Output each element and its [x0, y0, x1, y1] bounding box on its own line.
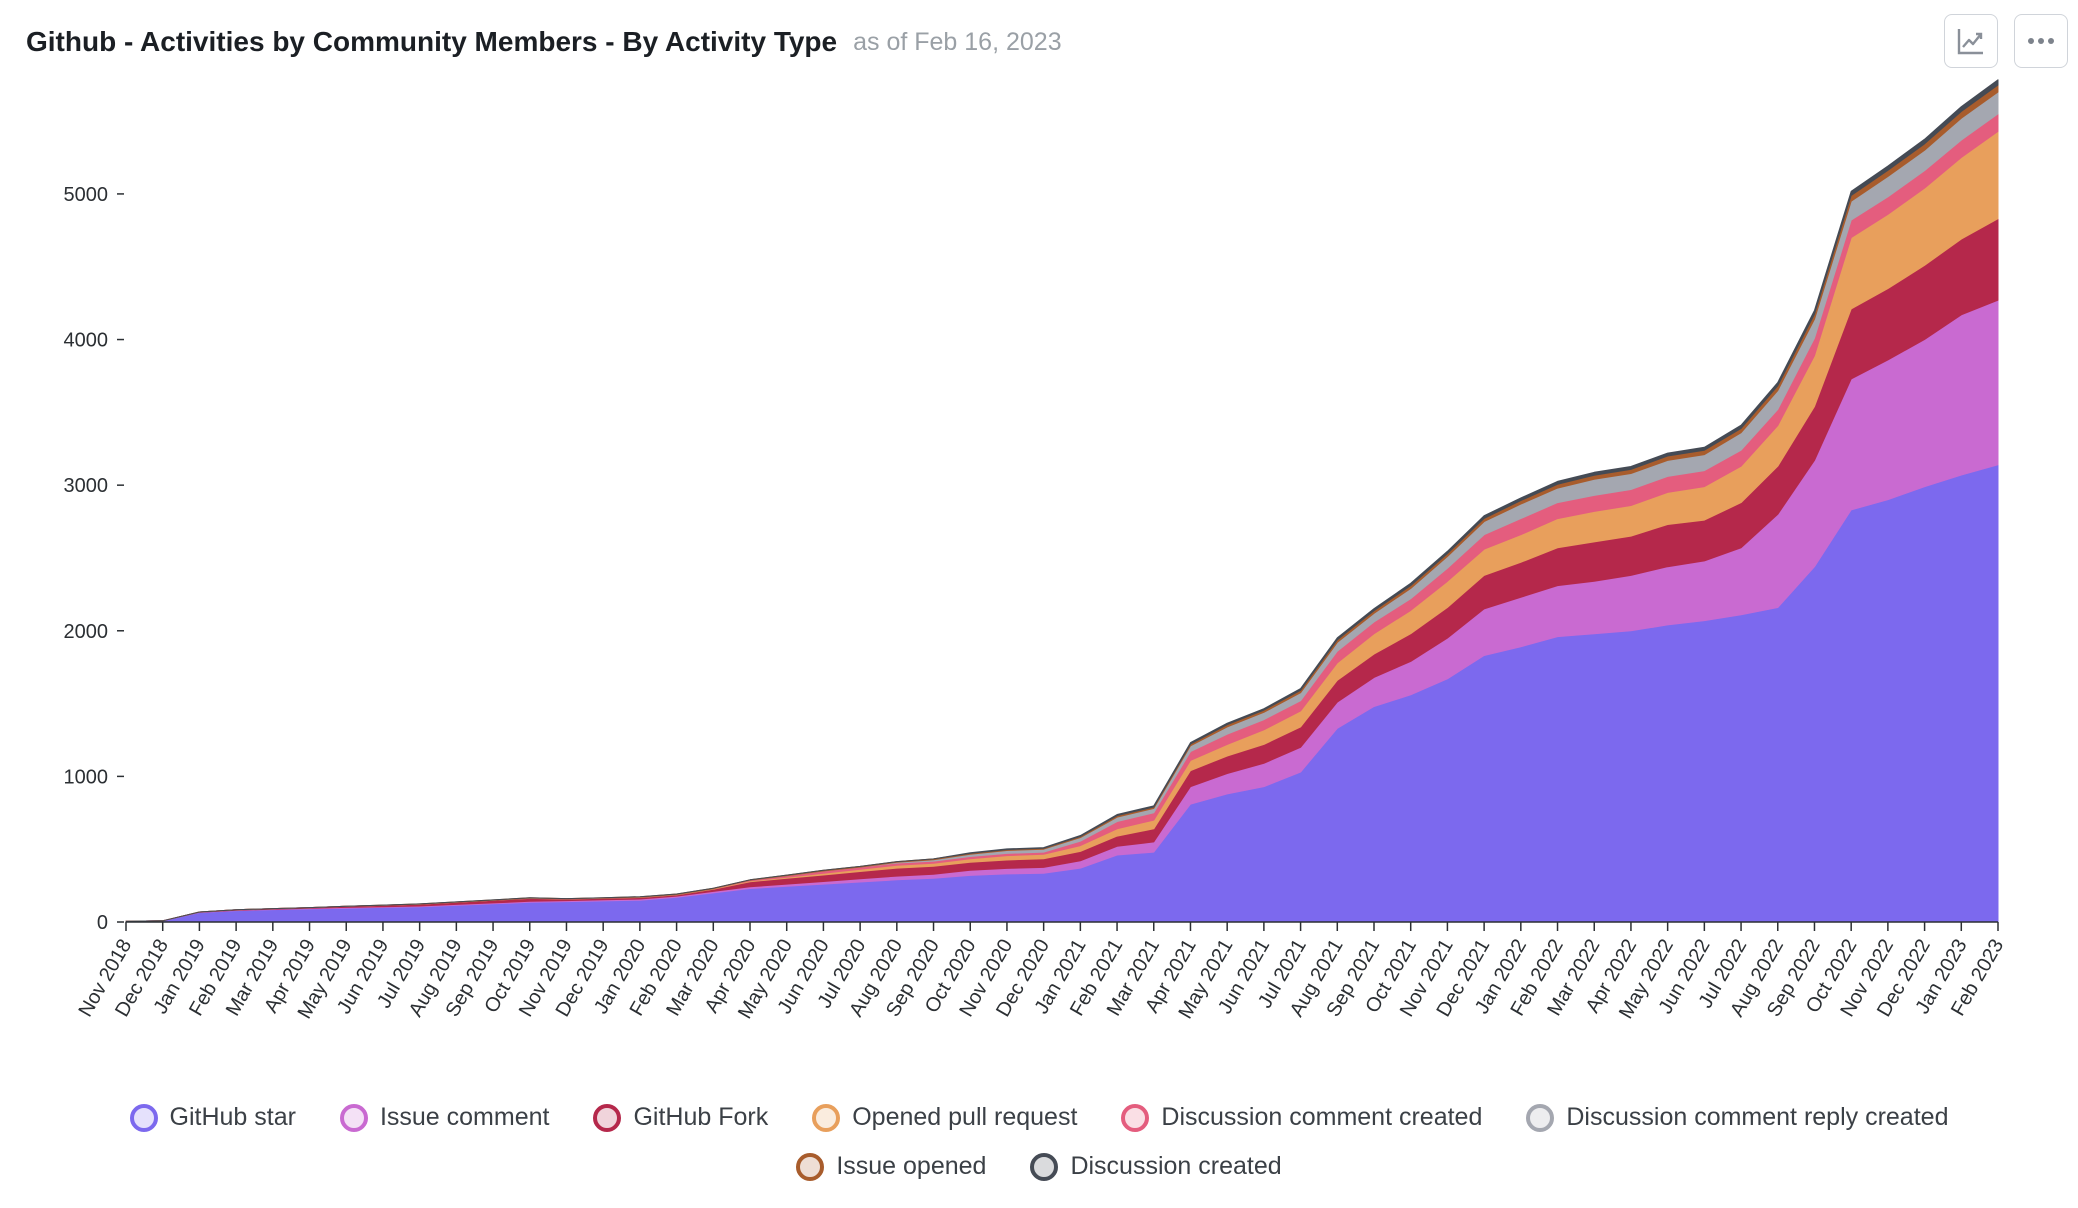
chart-header: Github - Activities by Community Members… — [26, 18, 1062, 66]
legend-item-opened-pull-request[interactable]: Opened pull request — [812, 1103, 1077, 1132]
as-of-date: as of Feb 16, 2023 — [853, 27, 1062, 56]
legend-item-issue-comment[interactable]: Issue comment — [339, 1103, 550, 1132]
y-tick-label: 0 — [97, 912, 108, 934]
y-tick-label: 2000 — [64, 621, 109, 643]
more-options-button[interactable] — [2014, 14, 2068, 68]
chart-type-button[interactable] — [1944, 14, 1998, 68]
legend-label: GitHub star — [169, 1103, 296, 1131]
legend-label: Discussion comment reply created — [1566, 1103, 1949, 1131]
legend-label: Opened pull request — [852, 1103, 1078, 1131]
line-chart-icon — [1957, 29, 1983, 55]
y-tick-label: 1000 — [64, 766, 109, 788]
legend-item-issue-opened[interactable]: Issue opened — [796, 1152, 986, 1181]
legend-label: Issue comment — [379, 1103, 550, 1131]
legend-label: Issue opened — [836, 1152, 987, 1180]
legend-swatch — [812, 1103, 841, 1132]
legend-item-github-fork[interactable]: GitHub Fork — [593, 1103, 768, 1132]
chart-title: Github - Activities by Community Members… — [26, 26, 838, 57]
legend-swatch — [339, 1103, 368, 1132]
legend-swatch — [129, 1103, 158, 1132]
legend-swatch — [1121, 1103, 1150, 1132]
legend-item-discussion-comment-reply-created[interactable]: Discussion comment reply created — [1526, 1103, 1948, 1132]
legend-label: Discussion created — [1070, 1152, 1282, 1180]
legend-item-discussion-comment-created[interactable]: Discussion comment created — [1121, 1103, 1482, 1132]
legend-swatch — [593, 1103, 622, 1132]
series-area-discussion-created — [125, 79, 1999, 922]
legend-item-github-star[interactable]: GitHub star — [129, 1103, 296, 1132]
y-tick-label: 3000 — [64, 475, 109, 497]
y-tick-label: 4000 — [64, 330, 109, 352]
legend-swatch — [1526, 1103, 1555, 1132]
legend-swatch — [1030, 1152, 1059, 1181]
legend-label: Discussion comment created — [1161, 1103, 1483, 1131]
more-horizontal-icon — [2028, 38, 2054, 44]
legend-row: GitHub star Issue comment GitHub Fork Opene… — [0, 1103, 2078, 1132]
legend-label: GitHub Fork — [633, 1103, 769, 1131]
legend-swatch — [796, 1152, 825, 1181]
legend-item-discussion-created[interactable]: Discussion created — [1030, 1152, 1282, 1181]
legend-row: Issue opened Discussion created — [0, 1152, 2078, 1181]
y-tick-label: 5000 — [64, 184, 109, 206]
